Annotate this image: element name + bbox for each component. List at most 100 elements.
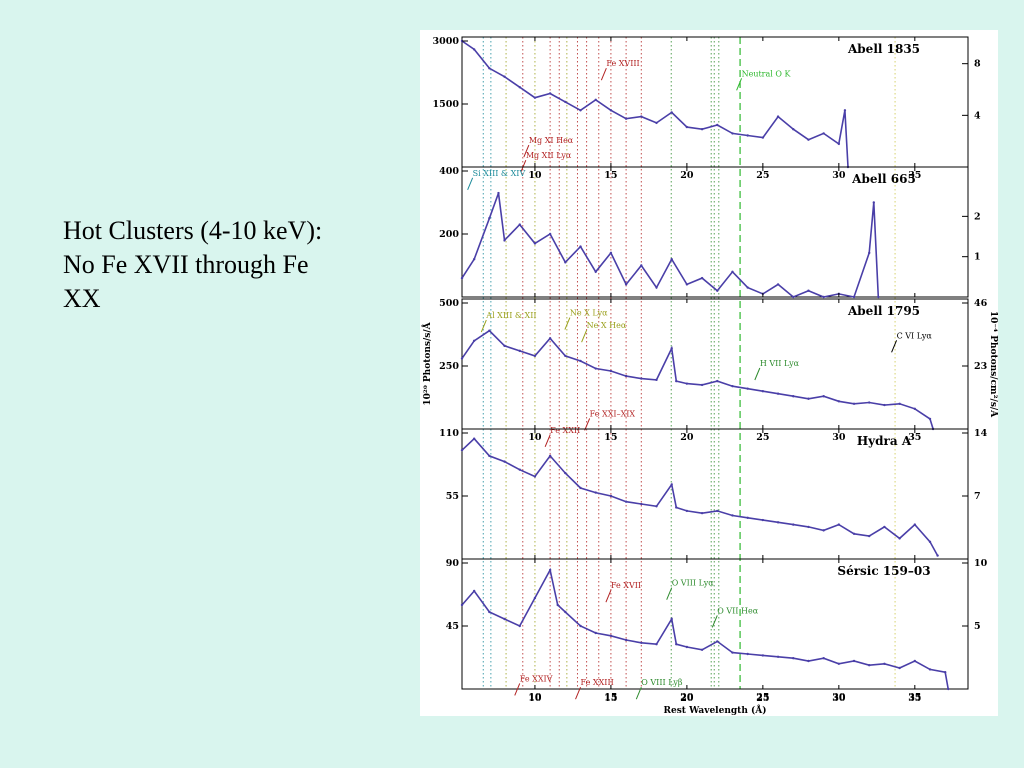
spectrum-point [518, 86, 521, 89]
spectrum-point [488, 610, 491, 614]
spectrum-point [533, 242, 537, 245]
spectrum-point [472, 258, 476, 261]
spectrum-point [564, 471, 567, 475]
spectrum-point [624, 500, 628, 503]
spectrum-point [944, 671, 947, 674]
spectrum-point [746, 652, 749, 656]
spectrum-point [564, 100, 567, 104]
panel-3: Hydra A 110 55 14 7 [439, 428, 988, 560]
spectrum-point [655, 505, 658, 508]
x-tick-label: 20 [680, 170, 694, 181]
spectrum-point [472, 48, 476, 51]
spectrum-point [928, 417, 932, 421]
spectrum-point [518, 223, 521, 226]
slide-text-line-2: No Fe XVII through Fe [63, 250, 309, 279]
spectrum-point [868, 664, 871, 667]
spectrum-point [548, 92, 552, 95]
line-annotation: Al XIII & XII [485, 311, 536, 320]
spectrum-point [670, 347, 673, 350]
line-annotation: Neutral O K [742, 69, 792, 78]
spectrum-point [883, 662, 886, 665]
spectrum-point [700, 276, 704, 280]
x-tick-label: 30 [832, 693, 846, 704]
spectrum-line [461, 567, 949, 690]
spectrum-point [579, 624, 582, 628]
spectrum-point [928, 540, 932, 544]
slide-text: Hot Clusters (4-10 keV): No Fe XVII thro… [63, 214, 408, 316]
x-tick-label: 35 [908, 170, 921, 181]
line-annotation: Fe XXI–XIX [590, 409, 636, 418]
spectrum-point [700, 648, 704, 651]
spectrum-point [792, 395, 795, 398]
spectrum-point [746, 134, 749, 137]
x-tick-label: 10 [528, 692, 542, 703]
x-tick-label: 35 [908, 693, 921, 704]
spectrum-point [868, 401, 871, 404]
spectrum-point [731, 270, 734, 273]
x-tick-label: 30 [832, 692, 846, 703]
spectrum-point [822, 657, 825, 660]
spectrum-point [913, 659, 917, 663]
panel-title: Abell 1835 [847, 42, 920, 56]
spectrum-point [807, 289, 810, 292]
panel-title: Hydra A [857, 434, 912, 448]
spectrum-point [883, 403, 886, 407]
x-tick-label: 30 [832, 170, 846, 181]
spectrum-point [898, 666, 901, 670]
y-tick-label-right: 23 [974, 361, 987, 372]
line-annotation: Fe XXIV [520, 674, 553, 683]
y-tick-label-left: 1500 [433, 99, 460, 110]
spectrum-point [877, 295, 880, 299]
spectrum-point [564, 354, 567, 358]
x-tick-label: 20 [680, 692, 694, 703]
spectrum-point [503, 75, 506, 78]
spectrum-point [731, 132, 734, 135]
spectrum-point [685, 283, 689, 286]
spectrum-point [640, 502, 643, 506]
x-tick-label: 35 [908, 692, 921, 703]
x-tick-label: 15 [604, 692, 617, 703]
spectrum-point [503, 460, 506, 463]
spectrum-point [675, 379, 678, 383]
spectrum-line [461, 40, 849, 168]
spectrum-point [488, 329, 491, 332]
y-tick-label-left: 110 [439, 428, 459, 439]
spectrum-line [461, 329, 934, 430]
spectrum-point [670, 111, 673, 114]
spectrum-point [868, 534, 871, 538]
panel-2: Abell 1795 500 250 46 23 10 15 20 25 30 35 Al XIII … [439, 298, 988, 447]
spectrum-point [548, 232, 552, 236]
spectrum-point [822, 132, 825, 135]
spectrum-point [746, 387, 749, 390]
spectrum-point [488, 217, 491, 220]
spectrum-point [533, 475, 537, 478]
line-annotation: O VII Heα [717, 606, 758, 615]
spectrum-point [883, 525, 886, 529]
spectrum-point [472, 339, 476, 342]
spectrum-point [640, 115, 643, 118]
spectrum-point [533, 596, 537, 600]
spectrum-point [548, 337, 552, 340]
x-tick-label: 15 [604, 693, 617, 704]
x-tick-label: 10 [528, 432, 542, 443]
line-annotation: C VI Lyα [897, 331, 933, 340]
spectrum-point [518, 468, 521, 471]
spectrum-point [655, 286, 658, 289]
x-axis-label: Rest Wavelength (Å) [664, 704, 767, 716]
spectrum-point [852, 532, 856, 535]
spectrum-point [579, 359, 582, 363]
spectrum-point [497, 191, 500, 195]
spectrum-point [640, 377, 643, 380]
spectrum-point [852, 659, 856, 663]
spectrum-point [609, 494, 613, 498]
spectrum-point [670, 483, 673, 486]
spectrum-point [700, 511, 704, 515]
spectrum-point [837, 662, 841, 665]
x-tick-label: 25 [756, 432, 769, 443]
spectrum-point [655, 121, 658, 125]
panel-title: Sérsic 159–03 [837, 564, 930, 578]
spectrum-point [609, 251, 613, 255]
y-tick-label-left: 45 [446, 621, 459, 632]
line-annotation: O VIII Lyα [672, 579, 715, 588]
